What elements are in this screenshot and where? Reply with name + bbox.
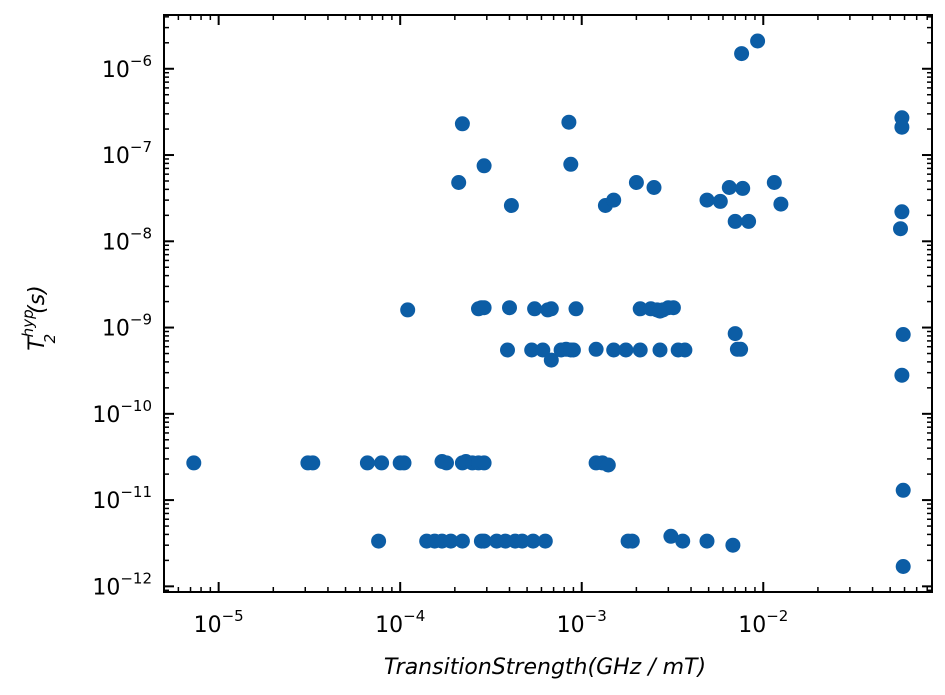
major-ticks: [164, 15, 932, 592]
data-point: [727, 213, 743, 229]
y-tick-label: 10−8: [102, 224, 152, 255]
data-point: [186, 455, 202, 471]
x-tick-label: 10−5: [194, 607, 244, 638]
y-axis-title-main: T: [25, 336, 50, 351]
x-tick-label: 10−3: [557, 607, 607, 638]
data-point: [741, 213, 757, 229]
y-tick-label: 10−7: [102, 138, 152, 169]
data-point: [766, 175, 782, 190]
data-point: [733, 341, 749, 357]
x-tick-label: 10−2: [738, 607, 788, 638]
data-point: [606, 342, 622, 358]
data-point: [663, 528, 679, 544]
data-point: [665, 300, 681, 316]
data-point: [543, 352, 559, 368]
data-point: [400, 302, 416, 318]
data-point: [628, 175, 644, 190]
y-axis-title-subscript: 2: [41, 334, 59, 344]
data-point: [675, 533, 691, 549]
data-point: [502, 300, 517, 316]
data-point: [894, 119, 910, 135]
data-point: [588, 341, 604, 357]
data-point: [524, 342, 540, 358]
data-point: [568, 301, 584, 317]
data-point: [537, 533, 553, 549]
data-point: [476, 533, 492, 549]
data-point: [895, 559, 911, 574]
data-point: [439, 455, 454, 471]
data-point: [632, 301, 648, 317]
data-point: [451, 175, 467, 190]
data-point: [734, 46, 750, 62]
data-point: [652, 342, 668, 358]
y-axis-title: Thyp 2 (s): [19, 285, 59, 351]
y-tick-label: 10−11: [92, 483, 152, 514]
data-point: [712, 193, 728, 209]
data-point: [721, 180, 737, 195]
data-point: [503, 198, 519, 213]
data-point: [543, 301, 559, 317]
data-point: [565, 342, 581, 358]
data-point: [359, 455, 375, 471]
plot-frame: [163, 14, 933, 593]
tick-labels: 10−5 10−4 10−3 10−2 10−12 10−11 10−10 10−9 10−8 1…: [92, 52, 788, 638]
data-point: [600, 457, 616, 473]
data-point: [454, 116, 470, 132]
data-point: [563, 156, 579, 172]
data-point: [476, 158, 492, 174]
data-point: [454, 533, 470, 549]
y-axis-title-tail: (s): [25, 285, 50, 314]
data-point: [606, 192, 622, 208]
data-point: [374, 455, 390, 471]
data-point: [727, 326, 743, 342]
data-point: [618, 342, 634, 358]
data-point: [699, 533, 715, 549]
data-point: [305, 455, 321, 471]
y-tick-label: 10−6: [102, 52, 152, 83]
data-point: [677, 342, 693, 358]
y-tick-label: 10−12: [92, 569, 152, 600]
data-point: [895, 482, 911, 498]
data-point: [893, 221, 908, 237]
data-point: [476, 455, 492, 471]
data-point: [894, 367, 910, 383]
data-point: [561, 114, 577, 130]
data-point: [476, 300, 492, 316]
data-point: [535, 342, 551, 358]
svg-text:Thyp2(s): Thyp 2 (s): [19, 285, 59, 351]
data-point: [699, 192, 715, 208]
data-point: [527, 301, 543, 317]
data-point: [725, 537, 741, 553]
data-point: [525, 533, 541, 549]
data-point: [443, 533, 459, 549]
data-point: [624, 533, 640, 549]
data-point: [514, 533, 530, 549]
x-tick-label: 10−4: [375, 607, 425, 638]
data-point: [646, 180, 662, 195]
data-point: [500, 342, 515, 358]
data-point: [894, 204, 910, 220]
data-point: [750, 33, 766, 49]
data-point: [773, 196, 789, 212]
data-point: [371, 533, 387, 549]
y-axis-title-superscript: hyp: [19, 309, 37, 337]
y-tick-label: 10−9: [102, 311, 152, 342]
data-points: [186, 33, 911, 574]
y-tick-label: 10−10: [92, 397, 152, 428]
data-point: [632, 342, 648, 358]
x-axis-title: TransitionStrength(GHz / mT): [384, 655, 706, 680]
data-point: [895, 327, 911, 342]
data-point: [396, 455, 412, 471]
data-point: [735, 180, 751, 196]
